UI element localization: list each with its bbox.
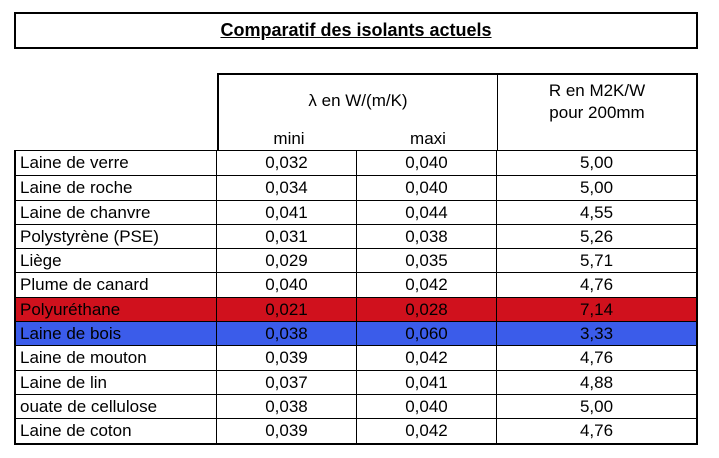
table-row: Laine de chanvre 0,041 0,044 4,55 [16, 199, 696, 224]
table-row: Laine de lin 0,037 0,041 4,88 [16, 369, 696, 394]
r-value: 3,33 [579, 324, 614, 344]
table-row: ouate de cellulose 0,038 0,040 5,00 [16, 393, 696, 419]
lambda-mini: 0,021 [217, 297, 357, 322]
lambda-maxi: 0,035 [357, 249, 497, 273]
material-name: Laine de bois [16, 322, 217, 346]
table-row: Laine de mouton 0,039 0,042 4,76 [16, 345, 696, 370]
lambda-header: λ en W/(m/K) [308, 91, 408, 110]
lambda-mini: 0,032 [217, 151, 357, 176]
material-name: Laine de coton [16, 419, 217, 443]
r-header-line: pour 200mm [549, 103, 645, 122]
table-row: Laine de bois 0,038 0,060 3,33 [16, 321, 696, 346]
lambda-maxi: 0,040 [357, 151, 497, 176]
r-value: 4,76 [579, 275, 614, 295]
lambda-maxi: 0,042 [357, 419, 497, 443]
table-row: Plume de canard 0,040 0,042 4,76 [16, 272, 696, 297]
r-value: 4,88 [579, 372, 614, 392]
lambda-mini: 0,040 [217, 273, 357, 297]
r-value: 4,76 [579, 348, 614, 368]
table-row: Liège 0,029 0,035 5,71 [16, 248, 696, 273]
material-name: Plume de canard [16, 273, 217, 297]
lambda-mini: 0,038 [217, 394, 357, 419]
r-value: 7,14 [579, 299, 614, 319]
lambda-maxi: 0,038 [357, 224, 497, 249]
maxi-header: maxi [410, 129, 446, 148]
material-name: Laine de chanvre [16, 200, 217, 224]
lambda-mini: 0,041 [217, 200, 357, 224]
material-name: Laine de mouton [16, 346, 217, 370]
table-row: Polystyrène (PSE) 0,031 0,038 5,26 [16, 223, 696, 249]
r-value: 4,55 [579, 202, 614, 222]
material-name: ouate de cellulose [16, 394, 217, 419]
lambda-maxi: 0,060 [357, 322, 497, 346]
lambda-mini: 0,039 [217, 346, 357, 370]
material-name: Liège [16, 249, 217, 273]
r-value: 5,00 [579, 396, 614, 416]
lambda-maxi: 0,028 [357, 297, 497, 322]
r-value: 5,71 [579, 251, 614, 271]
lambda-mini: 0,034 [217, 176, 357, 200]
material-name: Polyuréthane [16, 297, 217, 322]
table-row: Laine de coton 0,039 0,042 4,76 [16, 418, 696, 443]
material-name: Laine de roche [16, 176, 217, 200]
material-name: Polystyrène (PSE) [16, 224, 217, 249]
r-value: 5,26 [579, 226, 614, 246]
mini-header: mini [273, 129, 305, 148]
lambda-maxi: 0,042 [357, 273, 497, 297]
r-value: 5,00 [579, 178, 614, 198]
lambda-mini: 0,038 [217, 322, 357, 346]
lambda-maxi: 0,044 [357, 200, 497, 224]
lambda-maxi: 0,040 [357, 394, 497, 419]
table-row: Polyuréthane 0,021 0,028 7,14 [16, 296, 696, 322]
r-header-line: R en M2K/W [548, 81, 646, 100]
r-value: 4,76 [579, 421, 614, 441]
table-row: Laine de verre 0,032 0,040 5,00 [16, 151, 696, 176]
lambda-mini: 0,031 [217, 224, 357, 249]
lambda-maxi: 0,040 [357, 176, 497, 200]
lambda-mini: 0,037 [217, 370, 357, 394]
header-divider [497, 75, 498, 150]
material-name: Laine de verre [16, 151, 217, 176]
lambda-maxi: 0,042 [357, 346, 497, 370]
table-body: Laine de verre 0,032 0,040 5,00 Laine de roc… [14, 150, 698, 445]
material-name: Laine de lin [16, 370, 217, 394]
r-value: 5,00 [579, 153, 614, 172]
lambda-mini: 0,029 [217, 249, 357, 273]
table-title: Comparatif des isolants actuels [14, 12, 698, 49]
table-row: Laine de roche 0,034 0,040 5,00 [16, 175, 696, 200]
table-header: λ en W/(m/K) mini maxi R en M2K/W pour 2… [217, 73, 698, 151]
lambda-mini: 0,039 [217, 419, 357, 443]
lambda-maxi: 0,041 [357, 370, 497, 394]
